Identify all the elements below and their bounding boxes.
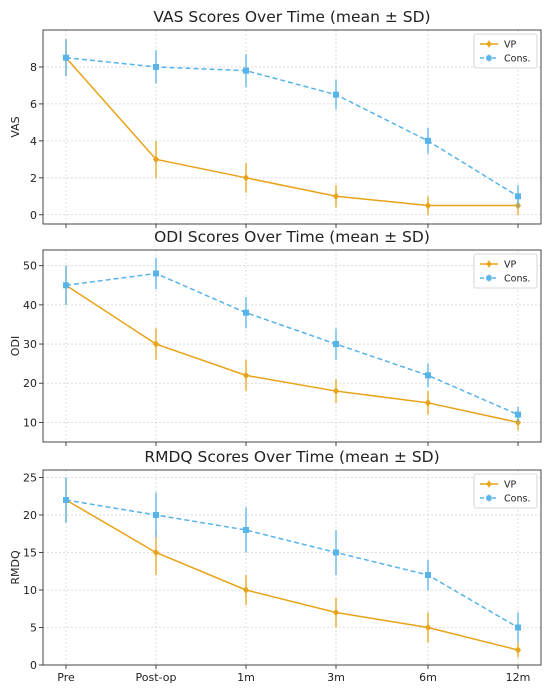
data-point [153,270,159,277]
legend: VP Cons. [473,253,538,289]
chart-title: VAS Scores Over Time (mean ± SD) [153,8,430,26]
y-tick-label: 10 [23,416,37,429]
legend: VP Cons. [473,473,538,509]
series-line [65,499,519,629]
legend-label: VP [504,260,516,271]
data-point [243,67,249,74]
y-tick-label: 6 [30,98,37,111]
data-point [514,646,522,654]
data-point [63,497,69,503]
legend-marker [486,495,492,501]
legend-label: Cons. [504,494,530,505]
y-tick-label: 10 [23,584,37,597]
data-point [333,91,339,98]
data-point [515,624,521,631]
y-tick-label: 50 [23,260,37,273]
series-vp [62,477,522,658]
data-point [152,155,160,164]
legend-label: VP [504,480,516,491]
x-tick-label: 3m [327,671,345,684]
y-tick-label: 0 [30,209,37,222]
chart-title: ODI Scores Over Time (mean ± SD) [154,228,430,246]
legend-label: VP [504,40,516,51]
plot-frame [42,469,542,666]
chart-panel-1: VAS Scores Over Time (mean ± SD) 0 2 4 6 8 VAS… [9,8,542,228]
legend-marker [486,40,492,48]
data-point [243,309,249,316]
data-point [333,549,339,556]
data-point [424,623,432,632]
data-point [243,527,249,533]
data-point [63,282,69,289]
series-vp [62,39,522,215]
data-point [332,608,340,617]
y-tick-label: 0 [30,659,37,672]
series-line [65,57,518,207]
series-line [65,284,519,424]
data-point [242,174,250,182]
data-point [152,548,160,557]
x-tick-label: Post-op [136,671,177,684]
data-point [333,341,339,348]
data-point [425,137,431,144]
legend-label: Cons. [504,274,530,285]
data-point [424,399,432,407]
y-tick-label: 25 [23,472,37,485]
y-tick-label: 5 [30,622,37,635]
series-vp [62,265,522,431]
data-point [152,340,160,348]
y-tick-label: 8 [30,61,37,74]
y-tick-label: 4 [30,135,37,148]
series-cons [63,39,521,208]
series-line [65,272,519,416]
plot-frame [42,29,542,225]
x-tick-label: 1m [237,671,255,684]
y-axis-label: ODI [9,336,22,356]
legend-marker [486,275,492,281]
data-point [515,193,521,200]
data-point [153,512,159,518]
x-tick-label: 6m [419,671,437,684]
data-point [332,387,340,395]
data-point [515,411,521,418]
series-line [65,56,519,197]
data-point [424,201,432,210]
data-point [63,54,69,61]
plot-frame [42,249,542,443]
data-point [332,192,340,201]
legend: VP Cons. [473,33,538,69]
x-tick-label: 12m [506,671,531,684]
y-tick-label: 2 [30,172,37,185]
x-tick-label: Pre [57,671,75,684]
chart-title: RMDQ Scores Over Time (mean ± SD) [144,448,439,466]
y-axis-label: RMDQ [9,550,22,585]
y-tick-label: 20 [23,377,37,390]
data-point [242,371,250,380]
legend-marker [486,260,492,268]
legend-marker [486,480,492,488]
legend-marker [486,55,492,61]
chart-panel-2: ODI Scores Over Time (mean ± SD) 10 20 30 40… [9,228,542,446]
y-tick-label: 20 [23,509,37,522]
series-cons [63,477,521,643]
legend-label: Cons. [504,54,530,65]
y-tick-label: 15 [23,547,37,560]
series-cons [63,257,521,423]
y-tick-label: 30 [23,338,37,351]
series-line [65,499,519,651]
chart-panel-3: RMDQ Scores Over Time (mean ± SD) 0 5 10 15 2… [9,448,542,684]
data-point [242,586,250,594]
data-point [425,372,431,379]
y-axis-label: VAS [9,116,22,137]
data-point [425,572,431,578]
data-point [153,63,159,70]
y-tick-label: 40 [23,299,37,312]
